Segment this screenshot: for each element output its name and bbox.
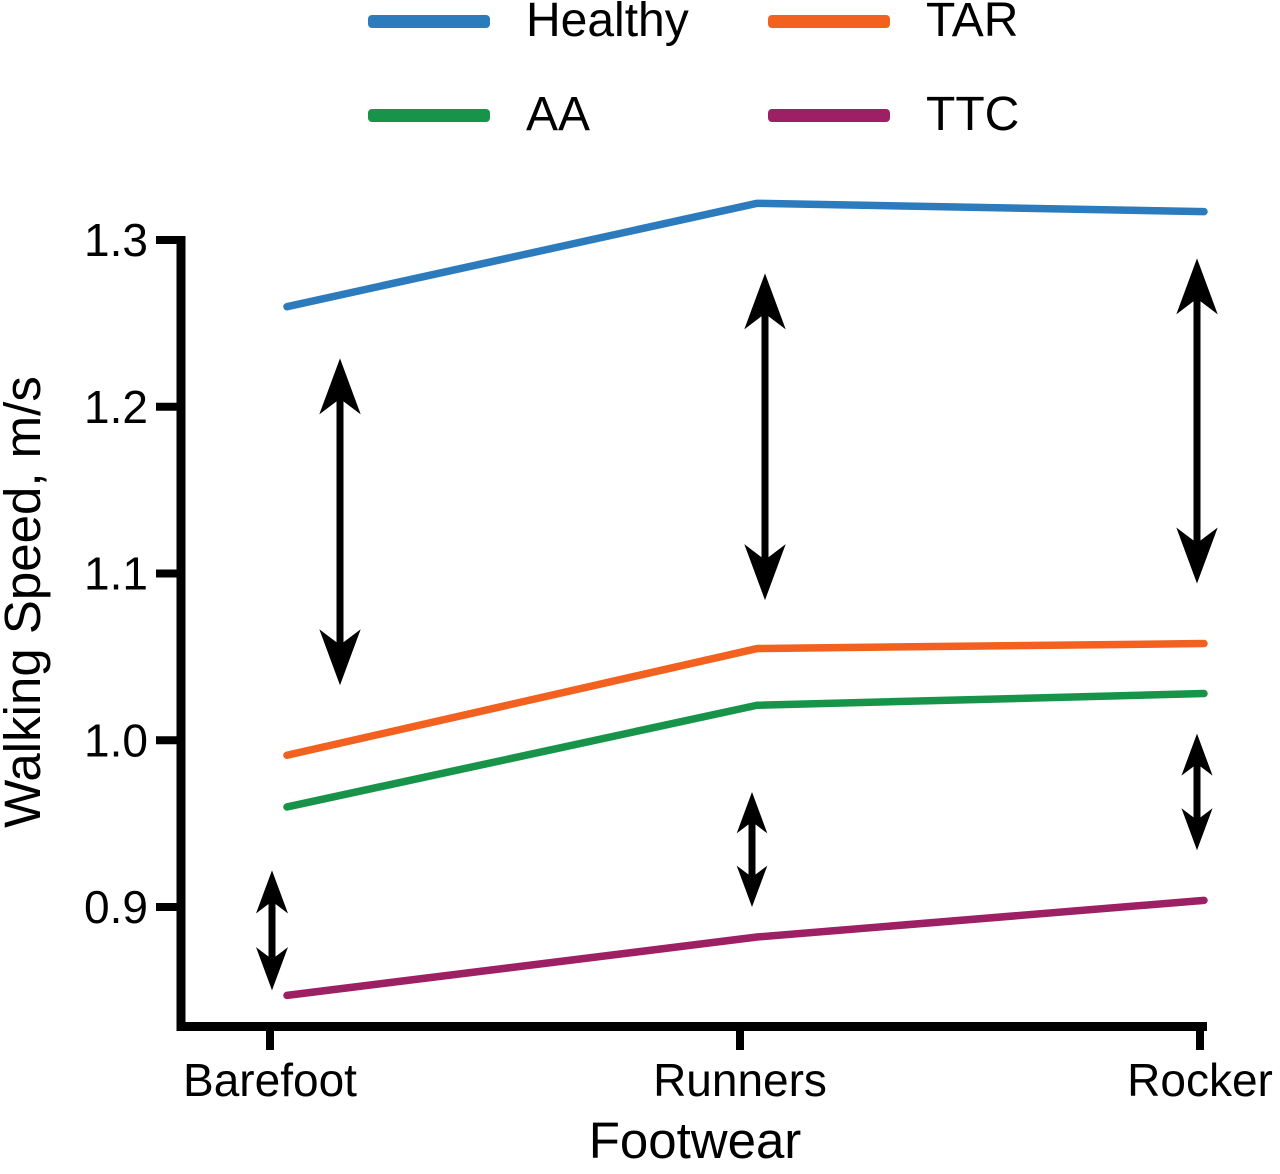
legend-entry-ttc: TTC <box>768 90 1019 140</box>
y-tick-label: 1.2 <box>84 381 148 433</box>
significance-arrow <box>256 870 288 991</box>
x-axis-title: Footwear <box>589 1112 802 1169</box>
legend-label-tar: TAR <box>926 0 1019 47</box>
significance-arrow <box>736 791 768 907</box>
legend-entry-healthy: Healthy <box>368 0 689 46</box>
arrow-head-up <box>744 273 786 330</box>
arrow-head-down <box>1181 808 1213 851</box>
arrow-head-up <box>736 791 768 834</box>
series-line-ttc <box>283 896 1208 1000</box>
significance-arrow <box>319 358 361 686</box>
y-tick-label: 1.3 <box>84 214 148 266</box>
legend-label-ttc: TTC <box>926 88 1020 141</box>
significance-arrow <box>744 273 786 601</box>
series-line-healthy <box>283 199 1208 311</box>
legend-swatch-ttc <box>768 108 890 122</box>
arrow-head-down <box>319 629 361 686</box>
y-tick-label: 1.0 <box>84 714 148 766</box>
axes <box>176 236 1207 1031</box>
arrow-head-up <box>319 358 361 415</box>
legend-swatch-tar <box>768 14 890 28</box>
x-tick-label: Barefoot <box>183 1054 357 1106</box>
legend-entry-tar: TAR <box>768 0 1018 46</box>
arrow-head-up <box>1176 258 1218 315</box>
x-tick-label: Rocker <box>1127 1054 1273 1106</box>
significance-arrow <box>1176 258 1218 584</box>
series-line-aa <box>283 689 1208 811</box>
legend-entry-aa: AA <box>368 90 590 140</box>
chart-legend: Healthy TAR AA TTC <box>0 0 1280 150</box>
y-tick-label: 0.9 <box>84 881 148 933</box>
y-tick-label: 1.1 <box>84 548 148 600</box>
arrow-head-down <box>736 865 768 907</box>
arrow-head-down <box>256 947 288 991</box>
legend-label-healthy: Healthy <box>526 0 689 47</box>
arrow-head-down <box>744 544 786 601</box>
legend-swatch-aa <box>368 108 490 122</box>
x-tick-label: Runners <box>653 1054 827 1106</box>
legend-swatch-healthy <box>368 14 490 28</box>
arrow-head-up <box>1181 733 1213 776</box>
arrow-head-up <box>256 870 288 914</box>
series-line-tar <box>283 639 1208 760</box>
arrow-head-down <box>1176 527 1218 584</box>
legend-label-aa: AA <box>526 88 591 141</box>
significance-arrow <box>1181 733 1213 851</box>
y-axis-title: Walking Speed, m/s <box>0 376 51 828</box>
